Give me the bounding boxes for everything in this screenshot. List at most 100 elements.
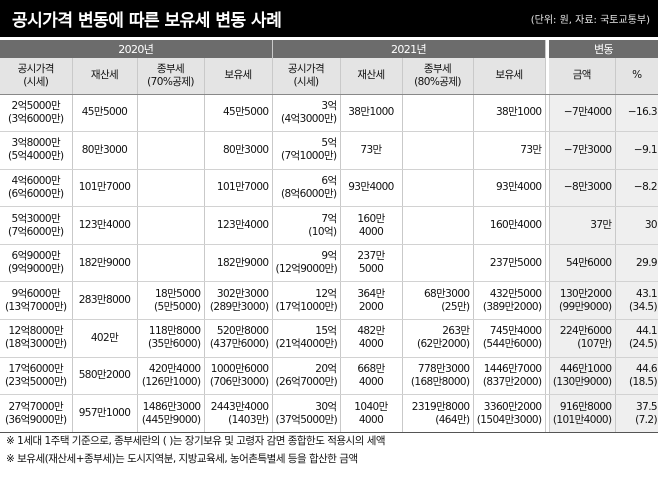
- cell-line: (437만6000): [209, 338, 269, 351]
- spacer: [545, 94, 550, 133]
- cell-line: 5000: [358, 263, 384, 276]
- cell-line: 123만4000: [78, 219, 131, 232]
- cell-comp2020: 18만5000 (5만5000): [137, 281, 205, 321]
- table-row: 27억7000만 (36억9000만) 957만1000 1486만3000 (445만…: [0, 394, 658, 433]
- cell-hold2020: 2443만4000 (1403만): [204, 394, 273, 433]
- cell-price2021: 20억 (26억7000만): [272, 357, 341, 396]
- cell-line: (7.2): [635, 413, 658, 426]
- cell-line: (6억6000만): [7, 187, 64, 200]
- cell-line: 7억: [321, 212, 337, 225]
- cell-amount: 224만6000 (107만): [549, 319, 616, 358]
- cell-line: −8만3000: [563, 181, 612, 194]
- cell-pct: −9.1: [615, 131, 658, 170]
- cell-line: 73만: [520, 143, 542, 156]
- cell-line: (18.5): [629, 375, 658, 388]
- cell-pct: −16.3: [615, 94, 658, 133]
- cell-prop2020: 123만4000: [72, 206, 138, 245]
- cell-line: 30억: [315, 400, 337, 413]
- header-prop2020: 재산세: [72, 58, 138, 95]
- cell-line: 224만6000: [559, 325, 612, 338]
- cell-prop2020: 45만5000: [72, 94, 138, 133]
- header-comp2020: 종부세 (70%공제): [137, 58, 205, 95]
- cell-price2021: 5억 (7억1000만): [272, 131, 341, 170]
- cell-line: 보유세: [224, 69, 252, 82]
- cell-hold2021: 1446만7000 (837만2000): [473, 357, 546, 396]
- table-row: 12억8000만 (18억3000만) 402만 118만8000 (35만6000) 5…: [0, 319, 658, 358]
- cell-line: 4000: [358, 375, 384, 388]
- change-header: 변동: [549, 40, 658, 58]
- cell-prop2020: 957만1000: [72, 394, 138, 433]
- table-row: 6억9000만 (9억9000만) 182만9000 182만9000 9억 (12억90…: [0, 244, 658, 283]
- spacer: [545, 169, 550, 208]
- cell-line: −8.2: [633, 181, 658, 194]
- cell-amount: −7만3000: [549, 131, 616, 170]
- cell-line: 420만4000: [148, 362, 201, 375]
- cell-line: −16.3: [627, 106, 658, 119]
- cell-price2020: 17억6000만 (23억5000만): [0, 357, 73, 396]
- cell-line: 2억5000만: [11, 99, 61, 112]
- year-2021: 2021년: [272, 40, 546, 58]
- cell-hold2020: 520만8000 (437만6000): [204, 319, 273, 358]
- cell-line: (4억3000만): [280, 112, 337, 125]
- cell-price2020: 4억6000만 (6억6000만): [0, 169, 73, 208]
- header-hold2021: 보유세: [473, 58, 546, 95]
- column-header-row: 공시가격 (시세) 재산세 종부세 (70%공제) 보유세 공시가격 (시세) 재산세 종부세 (8…: [0, 58, 658, 95]
- cell-pct: 44.1 (24.5): [615, 319, 658, 358]
- cell-line: 160만4000: [489, 219, 542, 232]
- cell-line: 916만8000: [559, 400, 612, 413]
- cell-line: (23억5000만): [4, 375, 67, 388]
- cell-prop2021: 73만: [340, 131, 403, 170]
- cell-comp2021: [402, 94, 474, 133]
- cell-price2021: 3억 (4억3000만): [272, 94, 341, 133]
- cell-prop2020: 580만2000: [72, 357, 138, 396]
- cell-hold2020: 80만3000: [204, 131, 273, 170]
- cell-line: 73만: [360, 143, 382, 156]
- cell-price2020: 5억3000만 (7억6000만): [0, 206, 73, 245]
- cell-prop2020: 402만: [72, 319, 138, 358]
- table-row: 3억8000만 (5억4000만) 80만3000 80만3000 5억 (7억1000만…: [0, 131, 658, 170]
- spacer: [545, 357, 550, 396]
- cell-line: 668만: [357, 362, 385, 375]
- cell-line: 263만: [442, 325, 470, 338]
- cell-line: 6억: [321, 174, 337, 187]
- cell-line: (9억9000만): [7, 263, 64, 276]
- table-row: 2억5000만 (3억6000만) 45만5000 45만5000 3억 (4억3000만…: [0, 94, 658, 133]
- cell-line: 45만5000: [81, 106, 128, 119]
- cell-prop2021: 38만1000: [340, 94, 403, 133]
- cell-price2021: 30억 (37억5000만): [272, 394, 341, 433]
- cell-line: (34.5): [629, 300, 658, 313]
- cell-line: (289만3000): [209, 300, 269, 313]
- cell-prop2020: 182만9000: [72, 244, 138, 283]
- cell-line: (35만6000): [147, 338, 201, 351]
- cell-line: (544만6000): [482, 338, 542, 351]
- cell-line: 182만9000: [216, 256, 269, 269]
- cell-line: (18억3000만): [4, 338, 67, 351]
- header-price2021: 공시가격 (시세): [272, 58, 341, 95]
- spacer: [545, 244, 550, 283]
- cell-prop2020: 101만7000: [72, 169, 138, 208]
- cell-line: −9.1: [633, 143, 658, 156]
- cell-line: (70%공제): [147, 75, 194, 88]
- cell-price2020: 27억7000만 (36억9000만): [0, 394, 73, 433]
- cell-line: (17억1000만): [275, 300, 338, 313]
- cell-comp2021: 263만 (62만2000): [402, 319, 474, 358]
- cell-line: 402만: [90, 331, 119, 344]
- cell-line: 93만4000: [348, 181, 394, 194]
- footnotes: ※ 1세대 1주택 기준으로, 종부세란의 ( )는 장기보유 및 고령자 감면…: [6, 432, 386, 468]
- cell-price2020: 3억8000만 (5억4000만): [0, 131, 73, 170]
- cell-line: (389만2000): [482, 300, 542, 313]
- cell-prop2021: 1040만 4000: [340, 394, 403, 433]
- cell-line: 302만3000: [216, 287, 269, 300]
- cell-hold2020: 45만5000: [204, 94, 273, 133]
- cell-line: (13억7000만): [4, 300, 67, 313]
- cell-amount: 446만1000 (130만9000): [549, 357, 616, 396]
- cell-line: 44.1: [636, 325, 658, 338]
- header-pct: %: [615, 58, 658, 95]
- cell-line: 45만5000: [222, 106, 269, 119]
- year-2020: 2020년: [0, 40, 273, 58]
- cell-line: 금액: [572, 69, 592, 82]
- cell-line: (3억6000만): [7, 112, 64, 125]
- cell-line: −7만3000: [563, 143, 612, 156]
- cell-amount: 130만2000 (99만9000): [549, 281, 616, 321]
- cell-line: (10억): [308, 225, 337, 238]
